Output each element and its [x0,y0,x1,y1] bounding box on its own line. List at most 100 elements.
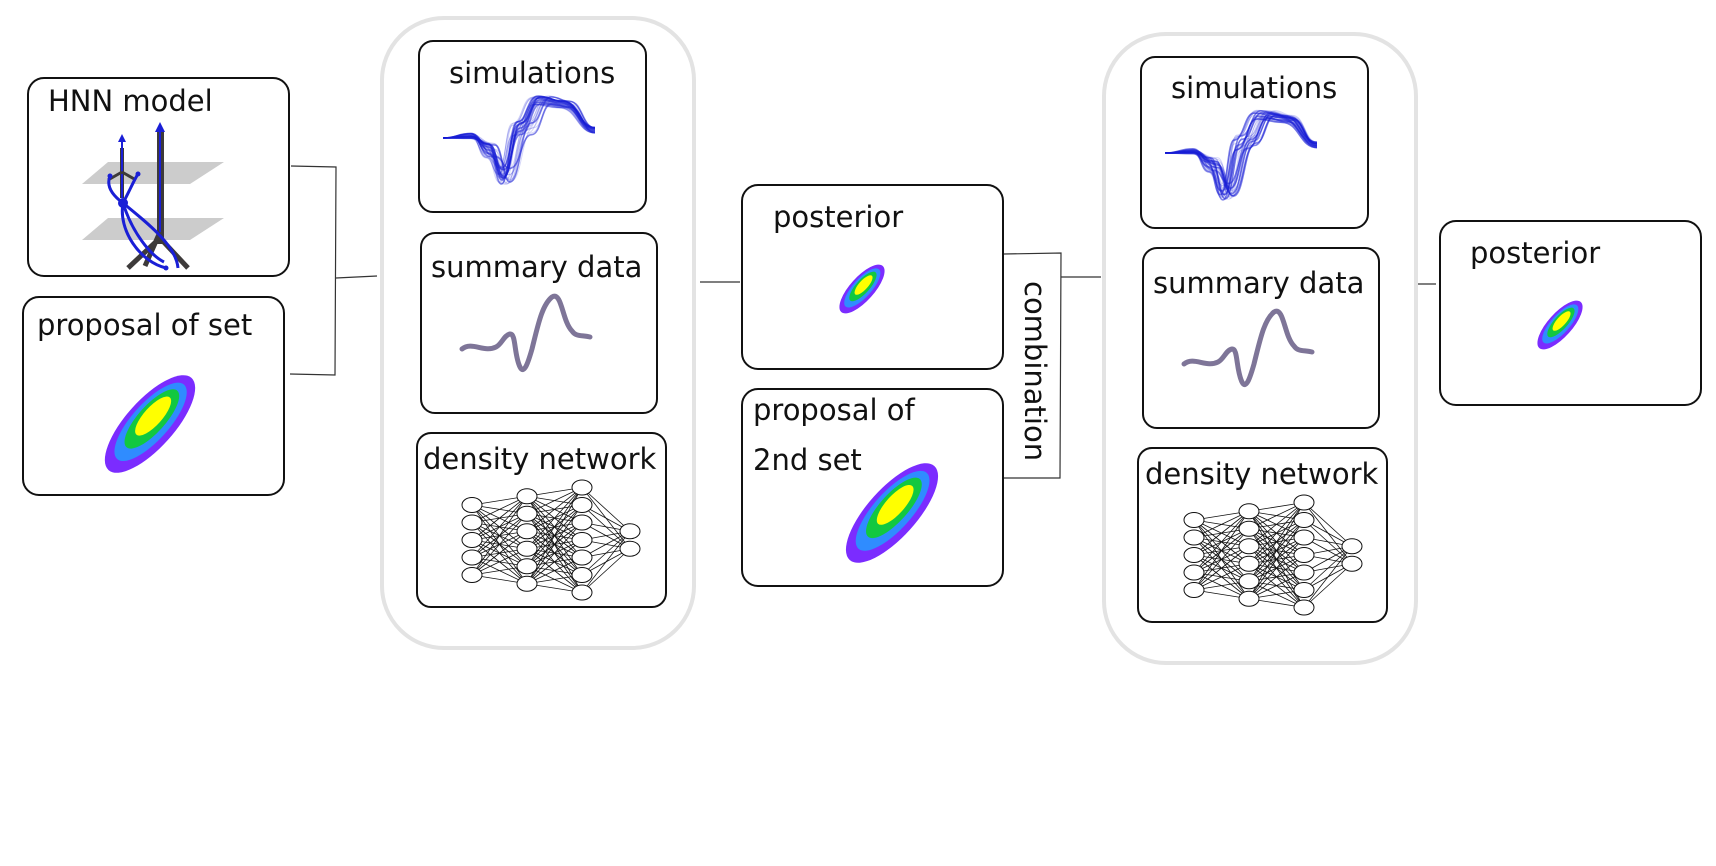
posterior2-block: posterior [1439,220,1702,406]
simulation-trace [442,98,596,176]
posterior2-title: posterior [1470,236,1600,270]
simulation-trace [442,95,596,176]
proposal-2nd-block: proposal of 2nd set [741,388,1004,587]
simulation-trace [1164,112,1318,191]
network-node [1293,512,1315,528]
network-node [1238,555,1260,572]
simulation-trace [442,104,596,170]
simulation-trace [1164,118,1318,199]
network-node [571,584,593,601]
posterior1-title: posterior [773,200,903,234]
simulation-trace [442,96,596,176]
network-node [571,549,593,566]
network-node [1238,503,1260,520]
simulation-trace [442,96,596,182]
network-node [516,488,538,505]
network-edge [1248,502,1305,565]
network-edge [526,487,583,532]
network-node [516,523,538,540]
simulation-trace [442,104,596,175]
simulation-trace [1164,111,1318,191]
simulation-trace [1164,115,1318,185]
simulation-trace [1164,112,1318,196]
posterior1-block: posterior [741,184,1004,370]
simulation-trace [442,103,596,175]
round1-density-title: density network [423,442,657,476]
simulation-trace [1164,115,1318,190]
simulation-trace [442,97,596,171]
round1-summary-title: summary data [431,250,642,284]
simulation-trace [1164,110,1318,195]
simulation-trace [1164,116,1318,196]
network-node [1183,529,1205,546]
network-node [1238,590,1260,607]
simulation-trace [1164,115,1318,198]
network-edge [1303,563,1353,608]
simulation-trace [1164,110,1318,187]
network-node [1293,529,1315,546]
network-edge [1193,510,1250,538]
simulation-trace [442,100,596,184]
simulation-trace [1164,111,1318,189]
network-node [571,514,593,531]
network-edge [526,487,583,550]
simulation-trace [442,102,596,175]
simulation-trace [1164,116,1318,186]
network-edge [581,548,631,593]
network-edge [1248,519,1305,599]
network-edge [526,539,583,585]
round1-neural-network-icon [461,479,641,601]
simulation-trace [442,101,596,170]
simulation-trace [1164,112,1318,192]
network-node [1238,573,1260,590]
simulation-trace [442,102,596,185]
simulation-trace [442,96,596,171]
network-edge [1193,510,1250,556]
network-node [1293,494,1315,511]
network-edge [1193,528,1250,591]
round2-simulation-traces [1164,109,1318,201]
neuron-model-illustration-icon [82,122,224,271]
round1-group: simulations summary data density network [380,16,696,650]
simulation-trace [442,95,596,172]
simulation-trace [1164,111,1318,200]
simulation-trace [442,97,596,169]
simulation-trace [1164,116,1318,187]
simulation-trace [442,99,596,175]
network-edge [471,495,528,558]
network-node [516,558,538,575]
network-node [1341,538,1363,555]
simulation-trace [442,99,596,186]
simulation-trace [442,100,596,180]
network-edge [1303,545,1353,591]
network-edge [526,522,583,585]
simulation-trace [442,96,596,175]
network-edge [1303,546,1353,608]
network-node [1293,599,1315,616]
round2-group-frame [1102,32,1418,665]
proposal-2nd-title-line2: 2nd set [753,443,862,477]
network-node [516,505,538,522]
simulation-trace [1164,117,1318,185]
network-node [1183,582,1205,598]
network-node [461,514,483,531]
network-edge [471,495,528,541]
simulation-trace [1164,112,1318,191]
network-edge [1303,502,1353,547]
network-edge [471,530,528,576]
simulation-trace [1164,109,1318,197]
network-edge [1193,545,1250,591]
network-node [461,497,483,513]
round1-group-frame [380,16,696,650]
simulation-trace [1164,117,1318,196]
network-edge [471,548,528,576]
proposal-2nd-box [741,388,1004,587]
simulation-trace [1164,117,1318,198]
network-edge [1248,537,1305,600]
round1-simulations-box [418,40,647,213]
simulation-trace [1164,118,1318,200]
simulation-trace [442,103,596,185]
network-node [619,540,641,557]
network-node [1183,564,1205,581]
